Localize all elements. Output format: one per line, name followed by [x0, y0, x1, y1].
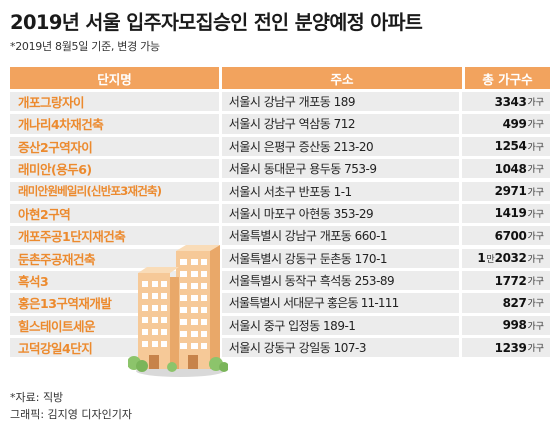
- header-name: 단지명: [10, 67, 219, 89]
- household-count: 2971 가구: [462, 181, 550, 201]
- household-count: 1048 가구: [462, 159, 550, 179]
- complex-address: 서울시 강동구 강일동 107-3: [221, 338, 460, 358]
- table-row: 둔촌주공재건축 서울특별시 강동구 둔촌동 170-1 1 만 2032 가구: [10, 248, 550, 268]
- complex-name: 래미안원베일리(신반포3재건축): [10, 181, 219, 201]
- header-address: 주소: [222, 67, 462, 89]
- complex-address: 서울특별시 동작구 흑석동 253-89: [221, 271, 460, 291]
- count-unit: 가구: [527, 299, 544, 310]
- table-row: 래미안원베일리(신반포3재건축) 서울시 서초구 반포동 1-1 2971 가구: [10, 181, 550, 201]
- complex-address: 서울시 서초구 반포동 1-1: [221, 181, 460, 201]
- complex-name: 래미안(용두6): [10, 159, 219, 179]
- count-value: 827: [502, 295, 527, 310]
- household-count: 998 가구: [462, 315, 550, 335]
- complex-address: 서울특별시 서대문구 홍은동 11-111: [221, 293, 460, 313]
- header-households: 총 가구수: [465, 67, 550, 89]
- complex-address: 서울시 강남구 역삼동 712: [221, 114, 460, 134]
- table-header: 단지명 주소 총 가구수: [10, 67, 550, 89]
- count-value: 1239: [494, 340, 527, 355]
- count-value: 3343: [494, 94, 527, 109]
- household-count: 1419 가구: [462, 203, 550, 224]
- household-count: 1772 가구: [462, 271, 550, 291]
- table-row: 아현2구역 서울시 마포구 아현동 353-29 1419 가구: [10, 203, 550, 224]
- complex-address: 서울시 마포구 아현동 353-29: [221, 203, 460, 224]
- subtitle-note: *2019년 8월5일 기준, 변경 가능: [10, 40, 160, 53]
- household-count: 827 가구: [462, 293, 550, 313]
- table-row: 힐스테이트세운 서울시 중구 입정동 189-1 998 가구: [10, 315, 550, 335]
- count-unit: 가구: [527, 232, 544, 243]
- count-unit: 가구: [527, 142, 544, 153]
- table-row: 고덕강일4단지 서울시 강동구 강일동 107-3 1239 가구: [10, 338, 550, 358]
- count-unit: 가구: [527, 98, 544, 109]
- count-value: 499: [502, 116, 527, 131]
- table-row: 래미안(용두6) 서울시 동대문구 용두동 753-9 1048 가구: [10, 159, 550, 179]
- complex-address: 서울시 강남구 개포동 189: [221, 92, 460, 112]
- complex-name: 증산2구역자이: [10, 136, 219, 156]
- complex-name: 개나리4차재건축: [10, 114, 219, 134]
- count-value: 6700: [494, 228, 527, 243]
- count-unit: 가구: [527, 209, 544, 220]
- source-note: *자료: 직방: [10, 391, 64, 404]
- apartment-buildings-illustration: [128, 245, 228, 377]
- household-count: 3343 가구: [462, 92, 550, 112]
- count-prefix-unit: 만: [486, 254, 495, 265]
- count-value: 1772: [494, 273, 527, 288]
- table-row: 개나리4차재건축 서울시 강남구 역삼동 712 499 가구: [10, 114, 550, 134]
- household-count: 1254 가구: [462, 136, 550, 156]
- count-unit: 가구: [527, 254, 544, 265]
- count-prefix: 1: [477, 251, 486, 266]
- household-count: 1239 가구: [462, 338, 550, 358]
- table-row: 개포그랑자이 서울시 강남구 개포동 189 3343 가구: [10, 92, 550, 112]
- complex-address: 서울시 동대문구 용두동 753-9: [221, 159, 460, 179]
- count-value: 2971: [494, 184, 527, 199]
- count-value: 998: [502, 318, 527, 333]
- table-row: 개포주공1단지재건축 서울특별시 강남구 개포동 660-1 6700 가구: [10, 226, 550, 246]
- count-unit: 가구: [527, 277, 544, 288]
- count-value: 1419: [494, 206, 527, 221]
- count-value: 2032: [494, 251, 527, 266]
- count-unit: 가구: [527, 344, 544, 355]
- table-row: 증산2구역자이 서울시 은평구 증산동 213-20 1254 가구: [10, 136, 550, 156]
- page-title: 2019년 서울 입주자모집승인 전인 분양예정 아파트: [10, 11, 423, 34]
- complex-name: 아현2구역: [10, 203, 219, 224]
- count-value: 1048: [494, 161, 527, 176]
- complex-name: 둔촌주공재건축: [10, 248, 219, 268]
- household-count: 499 가구: [462, 114, 550, 134]
- count-unit: 가구: [527, 165, 544, 176]
- count-unit: 가구: [527, 321, 544, 332]
- graphic-credit: 그래픽: 김지영 디자인기자: [10, 408, 133, 421]
- apartment-table: 단지명 주소 총 가구수 개포그랑자이 서울시 강남구 개포동 189 3343…: [10, 67, 550, 361]
- count-unit: 가구: [527, 187, 544, 198]
- complex-address: 서울시 중구 입정동 189-1: [221, 315, 460, 335]
- complex-address: 서울특별시 강남구 개포동 660-1: [221, 226, 460, 246]
- complex-name: 개포그랑자이: [10, 92, 219, 112]
- household-count: 1 만 2032 가구: [462, 248, 550, 268]
- table-row: 홍은13구역재개발 서울특별시 서대문구 홍은동 11-111 827 가구: [10, 293, 550, 313]
- complex-address: 서울시 은평구 증산동 213-20: [221, 136, 460, 156]
- household-count: 6700 가구: [462, 226, 550, 246]
- complex-address: 서울특별시 강동구 둔촌동 170-1: [221, 248, 460, 268]
- count-unit: 가구: [527, 120, 544, 131]
- count-value: 1254: [494, 139, 527, 154]
- complex-name: 개포주공1단지재건축: [10, 226, 219, 246]
- table-row: 흑석3 서울특별시 동작구 흑석동 253-89 1772 가구: [10, 271, 550, 291]
